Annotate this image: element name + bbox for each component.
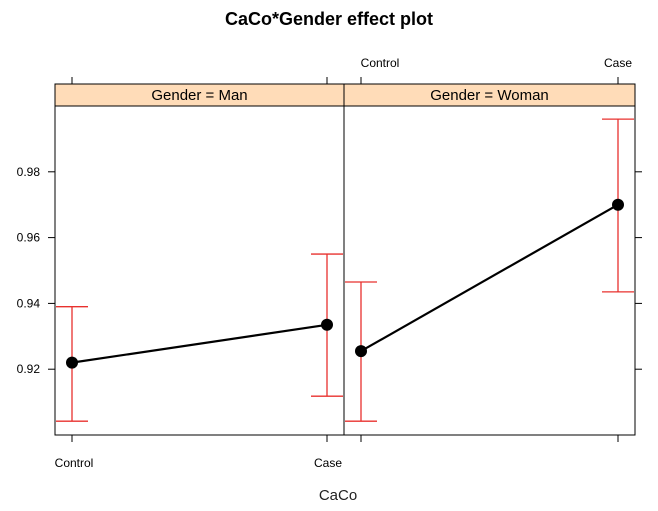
y-tick-label-4: 0.98	[17, 165, 41, 179]
x-tick-label-bottom-1: Control	[55, 456, 94, 470]
data-point-1-2	[321, 318, 333, 331]
x-axis-title: CaCo	[319, 487, 357, 504]
data-point-2-1	[355, 345, 367, 358]
y-tick-label-1: 0.92	[17, 362, 41, 376]
data-point-1-1	[66, 356, 78, 369]
y-tick-label-2: 0.94	[17, 296, 41, 310]
effect-line-1	[71, 323, 328, 364]
outer-frame	[54, 83, 636, 436]
x-tick-label-bottom-2: Case	[314, 456, 342, 470]
panel-strip-label-1: Gender = Man	[151, 87, 247, 104]
plot-layer: Gender = Man Gender = Woman 0.92 0.94 0.96 0.…	[17, 56, 642, 470]
data-point-2-2	[612, 198, 624, 211]
x-tick-label-top-2: Case	[604, 56, 632, 70]
panel-strip-label-2: Gender = Woman	[430, 87, 549, 104]
panel-frame-1	[54, 105, 345, 436]
x-tick-label-top-1: Control	[361, 56, 400, 70]
panel-frame-2	[343, 105, 636, 436]
chart-title: CaCo*Gender effect plot	[225, 9, 433, 29]
y-tick-label-3: 0.96	[17, 231, 41, 245]
effect-line-2	[360, 203, 619, 353]
